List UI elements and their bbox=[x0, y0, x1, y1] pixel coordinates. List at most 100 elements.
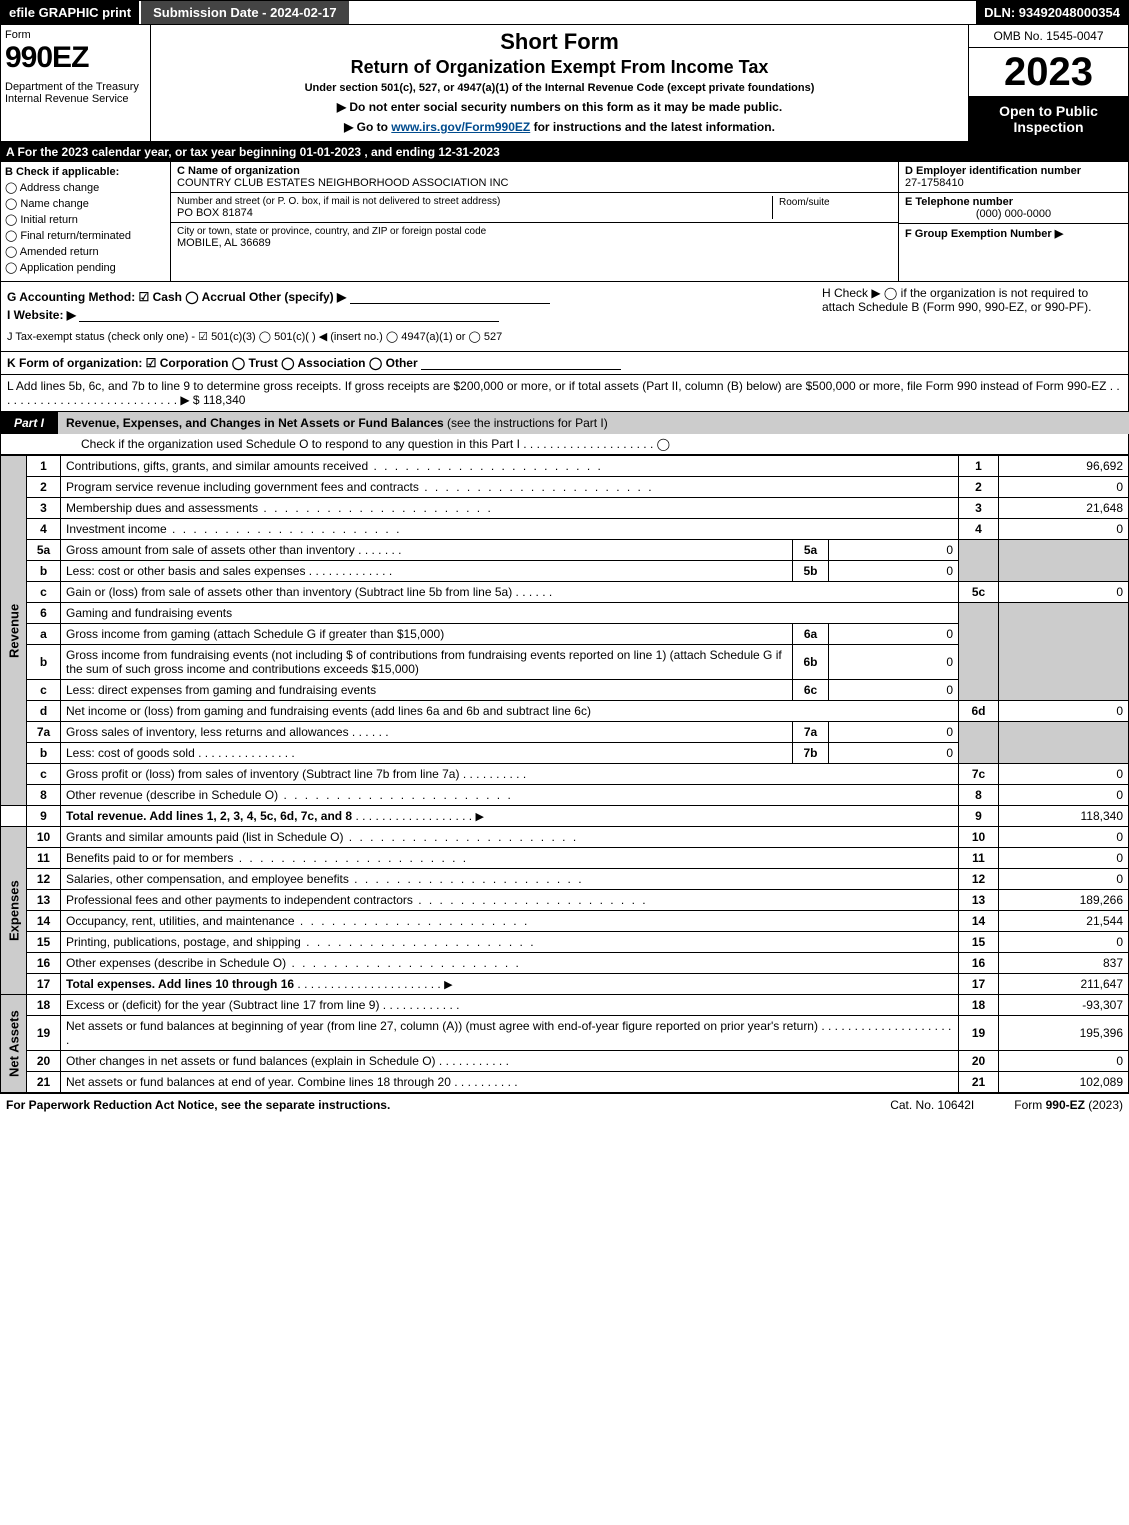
line-10-box: 10 bbox=[959, 827, 999, 848]
checkbox-address-change[interactable]: ◯ Address change bbox=[5, 181, 166, 194]
line-11-num: 11 bbox=[27, 848, 61, 869]
form-under-text: Under section 501(c), 527, or 4947(a)(1)… bbox=[159, 82, 960, 94]
line-7b-inbox: 7b bbox=[793, 743, 829, 764]
line-6a-inbox: 6a bbox=[793, 624, 829, 645]
line-1-amt: 96,692 bbox=[999, 456, 1129, 477]
line-19-box: 19 bbox=[959, 1016, 999, 1051]
city-label: City or town, state or province, country… bbox=[177, 226, 892, 237]
part-i-label: Part I bbox=[0, 412, 58, 434]
other-specify-field[interactable] bbox=[350, 290, 550, 304]
submission-date-button[interactable]: Submission Date - 2024-02-17 bbox=[141, 1, 349, 24]
line-14-desc: Occupancy, rent, utilities, and maintena… bbox=[61, 911, 959, 932]
line-5a-num: 5a bbox=[27, 540, 61, 561]
line-6-amtgrey bbox=[999, 603, 1129, 701]
header-left: Form 990EZ Department of the Treasury In… bbox=[1, 25, 151, 141]
line-i-website: I Website: ▶ bbox=[7, 308, 822, 322]
public-inspection-label: Open to Public Inspection bbox=[969, 97, 1128, 141]
checkbox-initial-return[interactable]: ◯ Initial return bbox=[5, 213, 166, 226]
footer-form-id: Form 990-EZ (2023) bbox=[1014, 1098, 1123, 1112]
form-note-1: ▶ Do not enter social security numbers o… bbox=[159, 100, 960, 114]
other-org-field[interactable] bbox=[421, 356, 621, 370]
schedule-o-check-row: Check if the organization used Schedule … bbox=[0, 434, 1129, 455]
line-k-form-org: K Form of organization: ☑ Corporation ◯ … bbox=[0, 352, 1129, 375]
form-number: 990EZ bbox=[5, 41, 146, 75]
line-7c-num: c bbox=[27, 764, 61, 785]
line-5a-inbox: 5a bbox=[793, 540, 829, 561]
header-right: OMB No. 1545-0047 2023 Open to Public In… bbox=[968, 25, 1128, 141]
line-5a-desc: Gross amount from sale of assets other t… bbox=[61, 540, 793, 561]
form-title: Short Form bbox=[159, 29, 960, 55]
line-16-box: 16 bbox=[959, 953, 999, 974]
org-name-value: COUNTRY CLUB ESTATES NEIGHBORHOOD ASSOCI… bbox=[177, 177, 892, 189]
line-2-desc: Program service revenue including govern… bbox=[61, 477, 959, 498]
line-11-desc: Benefits paid to or for members bbox=[61, 848, 959, 869]
line-21-box: 21 bbox=[959, 1072, 999, 1093]
line-11-box: 11 bbox=[959, 848, 999, 869]
line-4-amt: 0 bbox=[999, 519, 1129, 540]
line-13-desc: Professional fees and other payments to … bbox=[61, 890, 959, 911]
checkbox-amended-return[interactable]: ◯ Amended return bbox=[5, 245, 166, 258]
room-suite-label: Room/suite bbox=[779, 197, 830, 208]
line-6a-inamt: 0 bbox=[829, 624, 959, 645]
line-20-num: 20 bbox=[27, 1051, 61, 1072]
page-footer: For Paperwork Reduction Act Notice, see … bbox=[0, 1093, 1129, 1116]
line-10-num: 10 bbox=[27, 827, 61, 848]
line-7a-inamt: 0 bbox=[829, 722, 959, 743]
line-18-num: 18 bbox=[27, 995, 61, 1016]
section-b-checkboxes: B Check if applicable: ◯ Address change … bbox=[1, 162, 171, 281]
irs-link[interactable]: www.irs.gov/Form990EZ bbox=[391, 120, 530, 134]
form-header: Form 990EZ Department of the Treasury In… bbox=[0, 25, 1129, 142]
part-i-header: Part I Revenue, Expenses, and Changes in… bbox=[0, 412, 1129, 434]
line-3-num: 3 bbox=[27, 498, 61, 519]
checkbox-name-change[interactable]: ◯ Name change bbox=[5, 197, 166, 210]
line-9-box: 9 bbox=[959, 806, 999, 827]
line-7-amtgrey bbox=[999, 722, 1129, 764]
line-4-num: 4 bbox=[27, 519, 61, 540]
line-6-desc: Gaming and fundraising events bbox=[61, 603, 959, 624]
department-label: Department of the Treasury Internal Reve… bbox=[5, 81, 146, 105]
line-6c-inbox: 6c bbox=[793, 680, 829, 701]
line-6c-num: c bbox=[27, 680, 61, 701]
tax-year: 2023 bbox=[969, 48, 1128, 97]
line-6d-num: d bbox=[27, 701, 61, 722]
line-7a-inbox: 7a bbox=[793, 722, 829, 743]
section-a-tax-year: A For the 2023 calendar year, or tax yea… bbox=[0, 142, 1129, 162]
line-20-box: 20 bbox=[959, 1051, 999, 1072]
line-16-desc: Other expenses (describe in Schedule O) bbox=[61, 953, 959, 974]
line-20-amt: 0 bbox=[999, 1051, 1129, 1072]
line-14-amt: 21,544 bbox=[999, 911, 1129, 932]
section-def: D Employer identification number 27-1758… bbox=[898, 162, 1128, 281]
line-5b-inbox: 5b bbox=[793, 561, 829, 582]
line-19-amt: 195,396 bbox=[999, 1016, 1129, 1051]
side-label-revenue: Revenue bbox=[1, 456, 27, 806]
street-label: Number and street (or P. O. box, if mail… bbox=[177, 196, 772, 207]
side-label-expenses: Expenses bbox=[1, 827, 27, 995]
line-13-box: 13 bbox=[959, 890, 999, 911]
line-15-amt: 0 bbox=[999, 932, 1129, 953]
line-7b-inamt: 0 bbox=[829, 743, 959, 764]
ein-label: D Employer identification number bbox=[905, 165, 1122, 177]
line-13-amt: 189,266 bbox=[999, 890, 1129, 911]
website-field[interactable] bbox=[79, 308, 499, 322]
line-6d-amt: 0 bbox=[999, 701, 1129, 722]
checkbox-application-pending[interactable]: ◯ Application pending bbox=[5, 261, 166, 274]
efile-graphic-print-button[interactable]: efile GRAPHIC print bbox=[1, 1, 141, 24]
line-1-desc: Contributions, gifts, grants, and simila… bbox=[61, 456, 959, 477]
line-7-boxgrey bbox=[959, 722, 999, 764]
line-4-desc: Investment income bbox=[61, 519, 959, 540]
line-g-accounting: G Accounting Method: ☑ Cash ◯ Accrual Ot… bbox=[7, 290, 822, 304]
line-5b-num: b bbox=[27, 561, 61, 582]
form-note-2: ▶ Go to www.irs.gov/Form990EZ for instru… bbox=[159, 120, 960, 134]
line-6-boxgrey bbox=[959, 603, 999, 701]
line-18-box: 18 bbox=[959, 995, 999, 1016]
checkbox-final-return[interactable]: ◯ Final return/terminated bbox=[5, 229, 166, 242]
line-10-amt: 0 bbox=[999, 827, 1129, 848]
line-19-desc: Net assets or fund balances at beginning… bbox=[61, 1016, 959, 1051]
line-8-box: 8 bbox=[959, 785, 999, 806]
omb-number: OMB No. 1545-0047 bbox=[969, 25, 1128, 48]
line-6c-desc: Less: direct expenses from gaming and fu… bbox=[61, 680, 793, 701]
line-7b-num: b bbox=[27, 743, 61, 764]
line-6a-num: a bbox=[27, 624, 61, 645]
schedule-o-text: Check if the organization used Schedule … bbox=[1, 434, 1128, 454]
line-21-desc: Net assets or fund balances at end of ye… bbox=[61, 1072, 959, 1093]
